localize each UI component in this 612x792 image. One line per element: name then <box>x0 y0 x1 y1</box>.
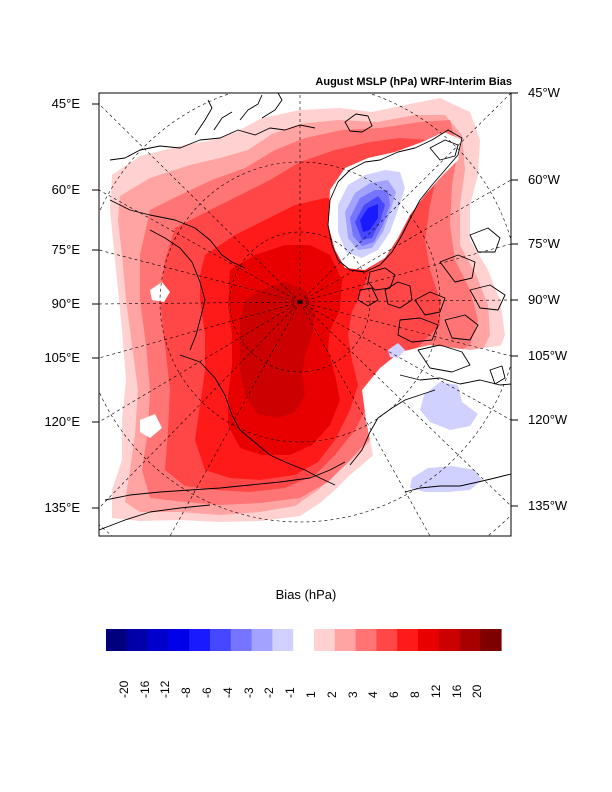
right-ticks <box>511 92 518 507</box>
left-ticks <box>92 103 99 509</box>
colorbar-box <box>480 629 502 651</box>
colorbar-box <box>355 629 377 651</box>
right-label-6: 120°W <box>528 412 568 427</box>
colorbar-box <box>230 629 252 651</box>
colorbar-tick-label: -6 <box>200 687 214 698</box>
colorbar-tick-label: 6 <box>387 691 402 698</box>
bias-contour-blue-patch-1 <box>420 382 478 430</box>
map-frame <box>98 92 512 537</box>
bias-contour-white-patch-2 <box>150 282 170 302</box>
colorbar-tick-label: 1 <box>304 691 318 698</box>
colorbar-tick-label: -3 <box>241 687 256 698</box>
colorbar-box <box>147 629 169 651</box>
colorbar-tick-label: 16 <box>449 684 464 698</box>
colorbar-box <box>459 629 481 651</box>
colorbar-tick-label: -4 <box>220 687 235 698</box>
colorbar-box <box>293 629 315 651</box>
bias-contour-white-patch-3 <box>140 414 162 438</box>
left-label-4: 90°E <box>51 296 80 311</box>
left-label-6: 120°E <box>44 414 80 429</box>
right-label-2: 60°W <box>528 172 560 187</box>
colorbar-box <box>334 629 356 651</box>
left-label-1: 45°E <box>51 96 80 111</box>
colorbar-box <box>438 629 460 651</box>
colorbar-tick-label: -2 <box>262 687 277 698</box>
bias-field <box>110 98 511 536</box>
colorbar-tick-label: 8 <box>408 691 422 698</box>
colorbar-box <box>397 629 419 651</box>
colorbar-box <box>272 629 294 651</box>
colorbar-box <box>418 629 440 651</box>
map-title: August MSLP (hPa) WRF-Interim Bias <box>315 76 512 88</box>
right-label-7: 135°W <box>528 498 568 513</box>
left-label-3: 75°E <box>51 242 80 257</box>
graticule <box>99 93 511 536</box>
colorbar <box>106 629 502 651</box>
bias-contour-white-patch <box>362 345 511 536</box>
colorbar-box <box>189 629 211 651</box>
colorbar-box <box>106 629 128 651</box>
bias-contour-blue-patch-3 <box>388 343 405 358</box>
right-label-3: 75°W <box>528 236 560 251</box>
colorbar-tick-label: -20 <box>116 680 131 698</box>
colorbar-tick-label: -12 <box>158 680 173 698</box>
colorbar-box <box>314 629 336 651</box>
left-label-7: 135°E <box>44 500 80 515</box>
colorbar-box <box>168 629 190 651</box>
colorbar-box <box>251 629 273 651</box>
colorbar-tick-label: 20 <box>470 684 485 698</box>
colorbar-tick-label: 2 <box>324 691 339 698</box>
colorbar-tick-label: -8 <box>179 687 194 698</box>
colorbar-tick-label: 12 <box>428 684 443 698</box>
right-label-5: 105°W <box>528 348 568 363</box>
bias-contour-7 <box>240 282 315 418</box>
bias-contour-neg-5 <box>360 204 378 232</box>
coastlines <box>99 93 511 531</box>
colorbar-tick-label: -1 <box>283 687 298 698</box>
colorbar-title: Bias (hPa) <box>275 587 337 602</box>
right-label-1: 45°W <box>528 85 560 100</box>
colorbar-box <box>376 629 398 651</box>
colorbar-box <box>210 629 232 651</box>
right-label-4: 90°W <box>528 292 560 307</box>
colorbar-tick-label: -16 <box>137 680 152 698</box>
colorbar-tick-label: 4 <box>366 691 381 698</box>
left-label-2: 60°E <box>51 182 80 197</box>
left-label-5: 105°E <box>44 350 80 365</box>
colorbar-box <box>126 629 148 651</box>
colorbar-tick-label: 3 <box>345 691 360 698</box>
